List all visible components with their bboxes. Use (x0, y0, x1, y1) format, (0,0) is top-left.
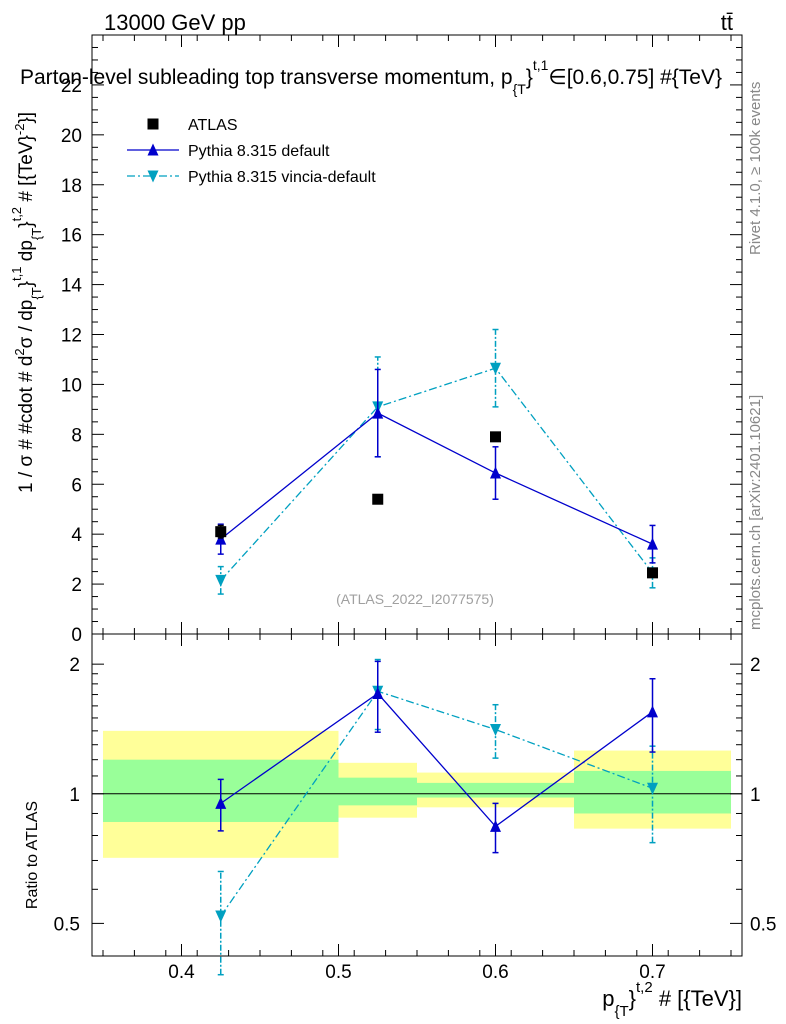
legend: ATLAS Pythia 8.315 default Pythia 8.315 vi… (127, 117, 376, 186)
y-tick-label: 10 (61, 375, 82, 396)
series-line (220, 412, 653, 545)
ratio-series-layer (215, 658, 659, 976)
data-point-triangle-down (147, 170, 159, 183)
process-label: tt̄ (721, 10, 733, 35)
mcplots-label: mcplots.cern.ch [arXiv:2401.10621] (747, 395, 764, 630)
title-text: Parton-level subleading top transverse m… (20, 57, 722, 97)
main-panel: 0 2 4 6 8 10 12 14 16 18 20 22 ATLAS Pythia 8.315 de… (61, 34, 743, 646)
analysis-watermark: (ATLAS_2022_I2077575) (336, 591, 494, 607)
y-tick-label: 20 (61, 126, 82, 147)
data-point-square (490, 431, 502, 443)
data-point-square (372, 493, 384, 505)
y-tick-label: 14 (61, 276, 83, 297)
data-point-triangle-down (490, 362, 502, 375)
title-main: Parton-level subleading top transverse m… (20, 66, 513, 89)
yt-sub: {T (29, 287, 44, 299)
ratio-panel: 0.4 0.5 0.6 0.7 0.5 0.5 1 1 2 2 (54, 633, 776, 983)
yt-sup: 2 (12, 348, 27, 355)
rivet-label: Rivet 4.1.0, ≥ 100k events (747, 82, 764, 255)
data-point-triangle-up (490, 819, 502, 832)
y-tick-label: 8 (71, 425, 82, 446)
y-tick-label: 0 (71, 625, 82, 646)
ratio-band-inner (338, 777, 417, 806)
xt-sup: t,2 (636, 979, 653, 996)
y-tick-label-right: 2 (750, 655, 761, 676)
xt-c: # [{TeV}] (653, 986, 742, 1011)
title-sup: t,1 (533, 57, 549, 73)
yt-sup: t,2 (9, 207, 24, 221)
x-tick-label: 0.7 (639, 962, 665, 983)
y-tick-label-right: 0.5 (750, 914, 776, 935)
y-tick-label-right: 1 (750, 785, 761, 806)
y-tick-label: 2 (71, 575, 82, 596)
yt-sub: {T (29, 228, 44, 240)
ratio-y-axis-title: Ratio to ATLAS (24, 801, 41, 909)
x-title-text: p{T}t,2 # [{TeV}] (602, 979, 742, 1020)
data-point-triangle-down (215, 574, 227, 587)
y-tick-label: 6 (71, 475, 82, 496)
yt-g: }] (16, 112, 37, 124)
yt-e: } (16, 221, 37, 227)
main-series-layer (215, 328, 659, 595)
data-point-triangle-up (490, 466, 502, 479)
series-line (220, 690, 653, 917)
x-tick-label: 0.4 (168, 962, 195, 983)
title-rest: ∈[0.6,0.75] #{TeV} (548, 66, 722, 89)
title-brace: } (526, 66, 533, 89)
x-tick-label: 0.5 (325, 962, 351, 983)
y-tick-label: 0.5 (54, 914, 80, 935)
legend-entry: Pythia 8.315 vincia-default (188, 169, 376, 186)
x-axis-title: p{T}t,2 # [{TeV}] (602, 979, 742, 1020)
data-point-triangle-down (215, 910, 227, 923)
y-tick-label: 12 (61, 326, 82, 347)
y-tick-label: 18 (61, 176, 82, 197)
yt-sup: -2 (12, 124, 27, 136)
ratio-axes: 0.4 0.5 0.6 0.7 0.5 0.5 1 1 2 2 (54, 633, 776, 983)
x-tick-label: 0.6 (482, 962, 508, 983)
y-tick-label: 2 (69, 655, 80, 676)
xt-a: p (602, 986, 614, 1011)
data-point-triangle-up (647, 705, 659, 718)
energy-label: 13000 GeV pp (104, 10, 246, 35)
data-point-triangle-up (647, 537, 659, 550)
main-axes: 0 2 4 6 8 10 12 14 16 18 20 22 (61, 34, 743, 646)
yt-d: dp (16, 240, 37, 266)
ratio-band-inner (417, 782, 575, 798)
data-point-triangle-down (490, 724, 502, 737)
yt-a: 1 / σ # #cdot # d (16, 356, 37, 493)
y-tick-label: 4 (71, 525, 82, 546)
data-point-triangle-up (215, 796, 227, 809)
data-point-square (215, 526, 227, 538)
yt-sup: t,1 (9, 267, 24, 281)
main-y-axis-title: 1 / σ # #cdot # d2σ / dp{T}t,1 dp{T}t,2 … (9, 112, 44, 493)
data-point-triangle-down (647, 782, 659, 795)
legend-entry: ATLAS (188, 117, 238, 134)
ratio-bands-layer (102, 730, 732, 858)
data-point-triangle-up (147, 143, 159, 156)
xt-b: } (629, 986, 636, 1011)
data-point-square (147, 118, 159, 130)
series-line (220, 367, 654, 581)
y-tick-label: 1 (69, 785, 80, 806)
data-point-triangle-up (372, 686, 384, 699)
yt-b: σ / dp (16, 300, 37, 349)
legend-entry: Pythia 8.315 default (188, 143, 330, 160)
y-tick-label: 22 (61, 76, 82, 97)
y-title-text: 1 / σ # #cdot # d2σ / dp{T}t,1 dp{T}t,2 … (9, 112, 44, 493)
yt-f: # [{TeV} (16, 135, 37, 207)
xt-sub: {T (614, 1003, 628, 1020)
chart-title: Parton-level subleading top transverse m… (20, 57, 722, 97)
data-point-square (647, 567, 659, 579)
title-sub: {T (513, 81, 527, 97)
series-line (220, 692, 653, 828)
data-point-triangle-up (372, 406, 384, 419)
y-tick-label: 16 (61, 226, 82, 247)
yt-c: } (16, 281, 37, 287)
